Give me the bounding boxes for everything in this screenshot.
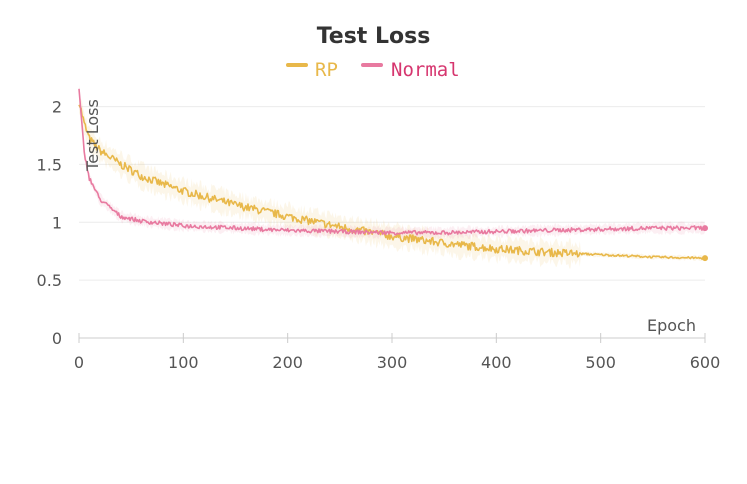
y-tick-label: 0.5 bbox=[37, 271, 62, 290]
x-tick-label: 500 bbox=[585, 353, 616, 372]
y-axis-label: Test Loss bbox=[83, 99, 102, 172]
y-axis: 0 0.5 1 1.5 2 bbox=[37, 98, 62, 348]
x-tick-label: 100 bbox=[168, 353, 199, 372]
legend-label-normal: Normal bbox=[391, 59, 460, 81]
legend: RP Normal bbox=[286, 59, 460, 81]
y-tick-label: 1 bbox=[52, 213, 62, 232]
chart-title: Test Loss bbox=[317, 24, 431, 49]
x-tick-label: 0 bbox=[74, 353, 84, 372]
y-tick-label: 2 bbox=[52, 98, 62, 117]
x-axis-label: Epoch bbox=[647, 316, 696, 335]
noise-bands bbox=[79, 84, 705, 269]
y-tick-label: 1.5 bbox=[37, 155, 62, 174]
legend-item-rp[interactable]: RP bbox=[286, 59, 338, 81]
x-axis: 0 100 200 300 400 500 600 bbox=[74, 333, 720, 372]
y-tick-label: 0 bbox=[52, 329, 62, 348]
gridlines bbox=[79, 106, 705, 281]
series-band-rp bbox=[79, 86, 705, 269]
series-line-normal[interactable] bbox=[78, 88, 706, 236]
x-tick-label: 300 bbox=[377, 353, 408, 372]
x-tick-label: 200 bbox=[272, 353, 303, 372]
series-band-normal bbox=[79, 84, 705, 240]
legend-label-rp: RP bbox=[315, 59, 338, 81]
legend-item-normal[interactable]: Normal bbox=[361, 59, 460, 81]
x-tick-label: 600 bbox=[690, 353, 721, 372]
series-end-point-rp bbox=[702, 255, 708, 262]
series-line-rp[interactable] bbox=[78, 104, 706, 260]
x-tick-label: 400 bbox=[481, 353, 512, 372]
series-end-point-normal bbox=[702, 225, 708, 232]
series-lines bbox=[78, 88, 708, 262]
